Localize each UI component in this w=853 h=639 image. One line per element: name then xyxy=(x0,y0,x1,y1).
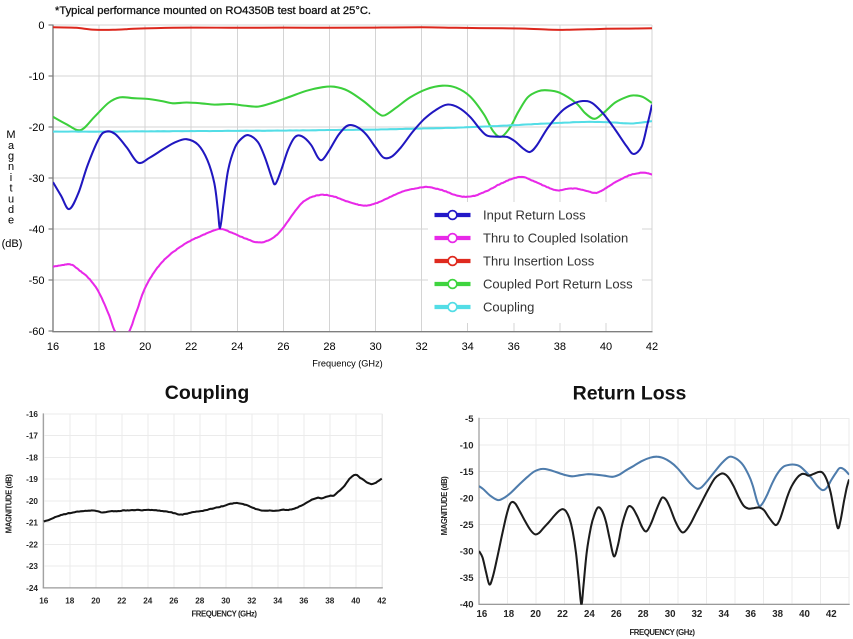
svg-text:16: 16 xyxy=(47,341,59,353)
svg-text:d: d xyxy=(8,204,14,216)
svg-text:Thru to Coupled Isolation: Thru to Coupled Isolation xyxy=(483,231,628,246)
svg-text:Input Return Loss: Input Return Loss xyxy=(483,208,586,223)
svg-text:42: 42 xyxy=(826,609,837,620)
svg-text:16: 16 xyxy=(39,596,49,605)
svg-text:20: 20 xyxy=(91,596,101,605)
svg-text:28: 28 xyxy=(195,596,205,605)
svg-text:22: 22 xyxy=(557,609,568,620)
svg-text:36: 36 xyxy=(299,596,309,605)
svg-text:-10: -10 xyxy=(29,71,45,83)
svg-text:30: 30 xyxy=(665,609,676,620)
svg-text:-20: -20 xyxy=(460,493,474,504)
svg-text:18: 18 xyxy=(93,341,105,353)
svg-text:16: 16 xyxy=(477,609,488,620)
svg-text:u: u xyxy=(8,193,14,205)
svg-text:42: 42 xyxy=(646,341,658,353)
svg-text:34: 34 xyxy=(273,596,283,605)
svg-text:i: i xyxy=(10,172,12,184)
svg-text:0: 0 xyxy=(38,20,44,32)
svg-text:-17: -17 xyxy=(26,432,38,441)
svg-text:-23: -23 xyxy=(26,562,38,571)
svg-text:20: 20 xyxy=(530,609,541,620)
svg-text:-18: -18 xyxy=(26,453,38,462)
svg-text:28: 28 xyxy=(323,341,335,353)
svg-text:Thru Insertion Loss: Thru Insertion Loss xyxy=(483,254,595,269)
svg-text:40: 40 xyxy=(799,609,810,620)
svg-text:t: t xyxy=(9,183,12,195)
svg-text:Frequency (GHz): Frequency (GHz) xyxy=(312,359,382,369)
svg-text:32: 32 xyxy=(247,596,257,605)
svg-text:24: 24 xyxy=(231,341,243,353)
svg-text:30: 30 xyxy=(369,341,381,353)
svg-text:22: 22 xyxy=(117,596,127,605)
svg-text:Coupled Port Return Loss: Coupled Port Return Loss xyxy=(483,277,633,292)
svg-text:18: 18 xyxy=(65,596,75,605)
svg-text:e: e xyxy=(8,215,14,227)
svg-text:22: 22 xyxy=(185,341,197,353)
svg-text:26: 26 xyxy=(611,609,622,620)
svg-text:Coupling: Coupling xyxy=(165,382,249,404)
svg-text:32: 32 xyxy=(415,341,427,353)
svg-text:34: 34 xyxy=(718,609,729,620)
svg-text:n: n xyxy=(8,161,14,173)
svg-text:-5: -5 xyxy=(465,414,474,425)
svg-text:34: 34 xyxy=(462,341,474,353)
svg-text:-20: -20 xyxy=(26,497,38,506)
svg-text:a: a xyxy=(8,140,15,152)
svg-text:*Typical performance mounted o: *Typical performance mounted on RO4350B … xyxy=(55,5,371,17)
svg-text:-21: -21 xyxy=(26,519,38,528)
svg-text:38: 38 xyxy=(772,609,783,620)
svg-text:42: 42 xyxy=(377,596,387,605)
svg-text:-25: -25 xyxy=(460,520,474,531)
svg-text:-10: -10 xyxy=(460,440,474,451)
svg-text:-40: -40 xyxy=(460,599,474,610)
svg-text:38: 38 xyxy=(325,596,335,605)
svg-text:Coupling: Coupling xyxy=(483,300,534,315)
svg-text:-40: -40 xyxy=(29,224,45,236)
svg-text:40: 40 xyxy=(600,341,612,353)
svg-text:36: 36 xyxy=(508,341,520,353)
svg-text:28: 28 xyxy=(638,609,649,620)
svg-text:(dB): (dB) xyxy=(2,238,23,250)
svg-text:-16: -16 xyxy=(26,410,38,419)
svg-text:Return Loss: Return Loss xyxy=(573,383,687,405)
svg-text:-50: -50 xyxy=(29,275,45,287)
svg-text:36: 36 xyxy=(745,609,756,620)
svg-text:18: 18 xyxy=(503,609,514,620)
svg-text:M: M xyxy=(6,129,15,141)
svg-text:26: 26 xyxy=(277,341,289,353)
svg-text:32: 32 xyxy=(692,609,703,620)
svg-text:26: 26 xyxy=(169,596,179,605)
svg-text:24: 24 xyxy=(143,596,153,605)
svg-text:30: 30 xyxy=(221,596,231,605)
svg-text:FREQUENCY (GHz): FREQUENCY (GHz) xyxy=(191,609,257,618)
svg-text:38: 38 xyxy=(554,341,566,353)
svg-text:40: 40 xyxy=(351,596,361,605)
svg-text:20: 20 xyxy=(139,341,151,353)
svg-text:-24: -24 xyxy=(26,584,38,593)
svg-text:24: 24 xyxy=(584,609,595,620)
svg-text:MAGNITUDE (dB): MAGNITUDE (dB) xyxy=(440,476,449,536)
svg-text:-19: -19 xyxy=(26,475,38,484)
svg-text:-30: -30 xyxy=(460,546,474,557)
svg-text:-20: -20 xyxy=(29,122,45,134)
svg-text:-35: -35 xyxy=(460,573,474,584)
svg-text:-15: -15 xyxy=(460,467,474,478)
svg-text:MAGNITUDE (dB): MAGNITUDE (dB) xyxy=(5,474,14,534)
svg-text:FREQUENCY (GHz): FREQUENCY (GHz) xyxy=(629,628,695,637)
svg-text:-60: -60 xyxy=(29,326,45,338)
svg-text:g: g xyxy=(8,151,14,163)
svg-text:-30: -30 xyxy=(29,173,45,185)
svg-text:-22: -22 xyxy=(26,540,38,549)
